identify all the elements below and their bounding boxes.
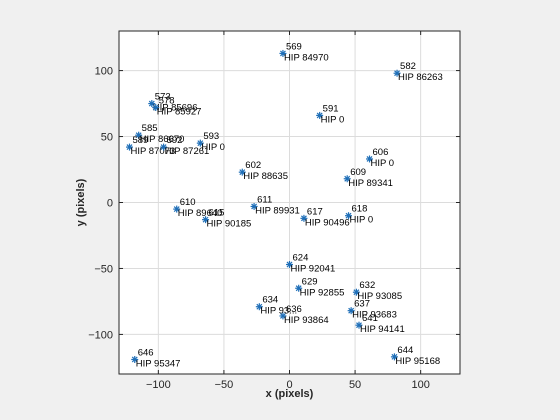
point-hip-label: HIP 85696 <box>153 103 198 114</box>
y-tick-label: 100 <box>95 66 113 78</box>
x-axis-label: x (pixels) <box>266 388 314 400</box>
point-hip-label: HIP 89640 <box>178 208 223 219</box>
point-id-label: 573 <box>155 92 171 103</box>
point-hip-label: HIP 89931 <box>255 205 300 216</box>
point-id-label: 615 <box>209 208 225 219</box>
point-hip-label: HIP 87261 <box>165 146 210 157</box>
point-id-label: 624 <box>293 253 309 264</box>
point-id-label: 578 <box>159 96 175 107</box>
point-hip-label: HIP 92041 <box>291 264 336 275</box>
point-hip-label: HIP 86263 <box>398 72 443 83</box>
point-id-label: 591 <box>323 103 339 114</box>
x-tick-label: 100 <box>411 379 429 391</box>
x-tick-label: −50 <box>215 379 234 391</box>
point-hip-label: HIP 93085 <box>357 291 402 302</box>
point-hip-label: HIP 95168 <box>395 356 440 367</box>
point-id-label: 585 <box>142 123 158 134</box>
x-tick-label: −100 <box>146 379 171 391</box>
point-hip-label: HIP 93864 <box>284 315 329 326</box>
point-id-label: 610 <box>180 197 196 208</box>
point-hip-label: HIP 90496 <box>305 217 350 228</box>
point-hip-label: HIP 88635 <box>243 171 288 182</box>
point-id-label: 618 <box>352 204 368 215</box>
point-id-label: 644 <box>397 345 413 356</box>
point-id-label: 611 <box>257 194 272 205</box>
point-hip-label: HIP 90185 <box>207 219 252 230</box>
y-axis-label: y (pixels) <box>75 178 87 226</box>
point-id-label: 617 <box>307 206 323 217</box>
axis-ticks: −100 −50 0 50 100 −100 −50 0 50 100 <box>88 31 460 391</box>
point-id-label: 592 <box>167 135 183 146</box>
point-hip-label: HIP 89341 <box>348 178 393 189</box>
point-id-label: 609 <box>350 167 366 178</box>
y-tick-label: 0 <box>107 198 113 210</box>
point-id-label: 589 <box>132 135 148 146</box>
grid <box>119 31 460 374</box>
point-id-label: 629 <box>302 276 318 287</box>
point-hip-label: HIP 86670 <box>140 134 185 145</box>
point-id-label: 641 <box>362 313 378 324</box>
point-hip-label: HIP 84970 <box>284 52 329 63</box>
point-id-label: 582 <box>400 61 416 72</box>
point-id-label: 634 <box>262 295 278 306</box>
point-id-label: 636 <box>286 304 302 315</box>
plot-frame <box>118 30 461 375</box>
point-hip-label: HIP 0 <box>321 114 345 125</box>
x-tick-label: 0 <box>286 379 292 391</box>
point-hip-label: HIP 94141 <box>360 324 405 335</box>
point-hip-label: HIP 0 <box>371 158 395 169</box>
y-tick-label: 50 <box>101 132 113 144</box>
y-tick-label: −100 <box>88 329 113 341</box>
x-tick-label: 50 <box>349 379 361 391</box>
point-hip-label: HIP 93683 <box>352 310 397 321</box>
point-hip-label: HIP 92855 <box>300 287 345 298</box>
point-id-label: 602 <box>245 160 261 171</box>
point-hip-label: HIP 95347 <box>136 358 181 369</box>
point-id-label: 569 <box>286 41 302 52</box>
point-id-label: 593 <box>203 131 219 142</box>
point-hip-label: HIP 0 <box>201 142 225 153</box>
point-id-label: 632 <box>359 280 375 291</box>
point-hip-label: HIP 87073 <box>130 146 175 157</box>
point-id-label: 606 <box>373 147 389 158</box>
point-hip-label: HIP 0 <box>350 215 374 226</box>
point-id-label: 637 <box>354 299 370 310</box>
point-hip-label: HIP 93... <box>260 306 297 317</box>
y-tick-label: −50 <box>94 263 113 275</box>
point-hip-label: HIP 85927 <box>157 107 202 118</box>
point-id-label: 646 <box>138 347 154 358</box>
